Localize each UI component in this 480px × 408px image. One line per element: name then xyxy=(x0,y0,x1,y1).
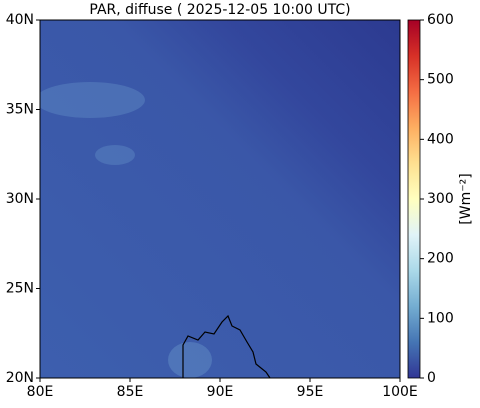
x-tick-label: 90E xyxy=(207,384,234,400)
colorbar-tick-label: 0 xyxy=(427,370,436,386)
colorbar-tick-label: 600 xyxy=(427,12,454,28)
x-tick-label: 80E xyxy=(27,384,54,400)
y-tick-label: 35N xyxy=(6,102,34,118)
y-tick-label: 25N xyxy=(6,281,34,297)
colorbar-tick-label: 500 xyxy=(427,72,454,88)
colorbar-tick-label: 300 xyxy=(427,191,454,207)
colorbar-label: [Wm⁻²] xyxy=(458,173,474,224)
colorbar xyxy=(407,19,421,379)
map-field xyxy=(40,20,400,378)
y-tick-label: 20N xyxy=(6,370,34,386)
colorbar-tick-label: 100 xyxy=(427,310,454,326)
colorbar-tick-label: 200 xyxy=(427,251,454,267)
x-tick-label: 100E xyxy=(382,384,418,400)
colorbar-tick-label: 400 xyxy=(427,131,454,147)
y-tick-label: 40N xyxy=(6,12,34,28)
x-tick-label: 85E xyxy=(117,384,144,400)
y-tick-label: 30N xyxy=(6,191,34,207)
chart-title: PAR, diffuse ( 2025-12-05 10:00 UTC) xyxy=(89,2,350,18)
x-tick-label: 95E xyxy=(297,384,324,400)
